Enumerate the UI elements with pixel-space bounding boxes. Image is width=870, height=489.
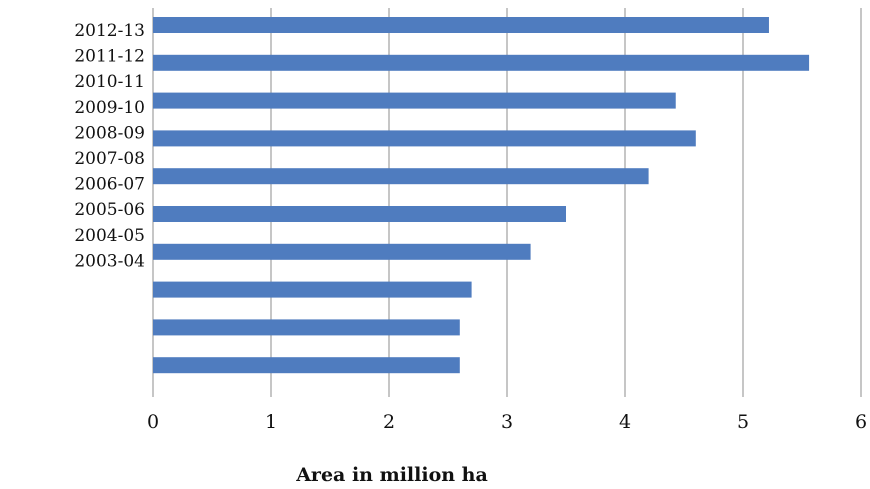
grid <box>152 8 862 397</box>
category-label-2004-05: 2004-05 <box>74 226 145 246</box>
category-labels: 2012-13 2011-12 2010-11 2009-10 2008-09 2007-… <box>74 21 145 271</box>
x-tick-label-4: 4 <box>619 411 631 433</box>
bar-7 <box>153 281 472 298</box>
x-axis-title: Area in million ha <box>295 464 488 486</box>
x-tick-labels: 0 1 2 3 4 5 6 <box>147 411 867 433</box>
category-label-2003-04: 2003-04 <box>74 251 145 271</box>
category-label-2009-10: 2009-10 <box>74 98 145 118</box>
category-label-2005-06: 2005-06 <box>74 200 145 220</box>
x-tick-label-0: 0 <box>147 411 159 433</box>
x-tick-label-6: 6 <box>855 411 867 433</box>
bar-0 <box>153 17 769 33</box>
x-tick-label-3: 3 <box>501 411 513 433</box>
category-label-2007-08: 2007-08 <box>74 149 145 169</box>
bars <box>153 17 810 374</box>
x-tick-label-1: 1 <box>265 411 277 433</box>
bar-1 <box>153 54 810 71</box>
category-label-2010-11: 2010-11 <box>74 72 145 92</box>
bar-8 <box>153 319 460 336</box>
category-label-2008-09: 2008-09 <box>74 123 145 143</box>
bar-5 <box>153 206 566 222</box>
x-tick-label-2: 2 <box>383 411 395 433</box>
category-label-2012-13: 2012-13 <box>74 21 145 41</box>
bar-4 <box>153 168 649 185</box>
bar-9 <box>153 357 460 374</box>
category-label-2006-07: 2006-07 <box>74 175 145 195</box>
category-label-2011-12: 2011-12 <box>74 47 145 67</box>
x-tick-label-5: 5 <box>737 411 749 433</box>
bar-2 <box>153 92 676 109</box>
bar-3 <box>153 130 696 147</box>
bar-6 <box>153 243 531 260</box>
